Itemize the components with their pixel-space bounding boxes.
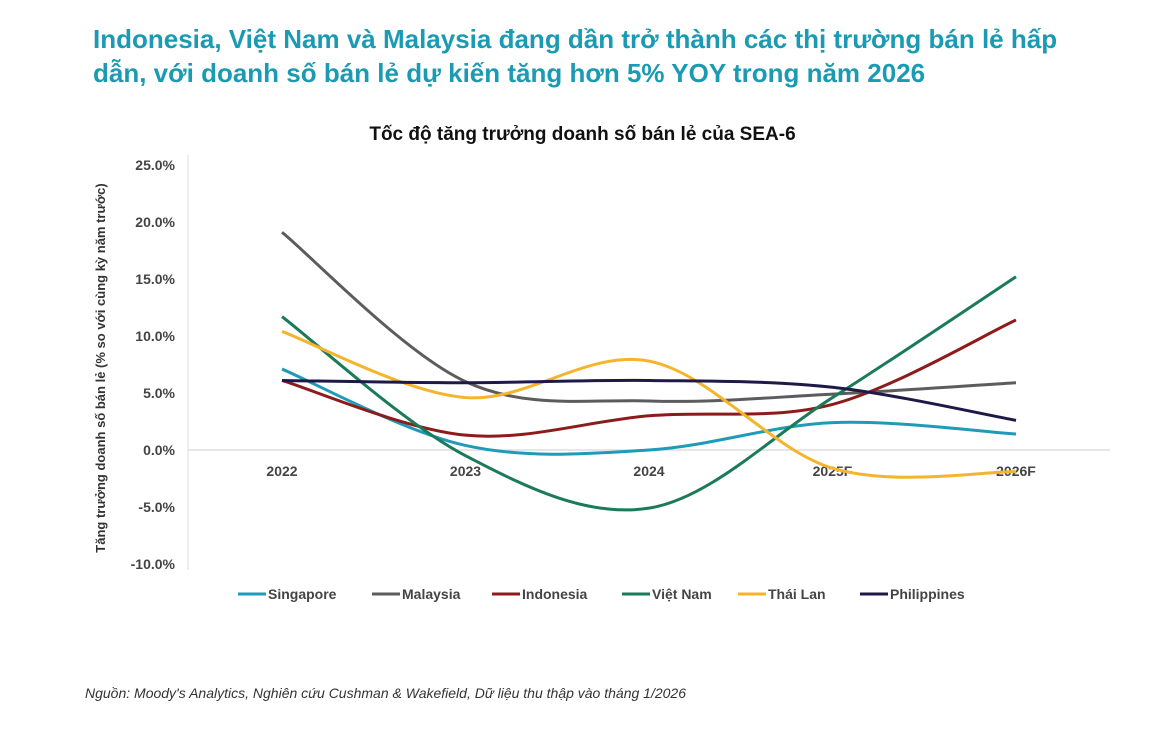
series-line-malaysia <box>281 231 1017 403</box>
line-chart: 25.0% 20.0% 15.0% 10.0% 5.0% 0.0% -5.0% -10.0% 2… <box>93 155 1110 602</box>
x-tick-label: 2026F <box>996 463 1036 479</box>
headline: Indonesia, Việt Nam và Malaysia đang dần… <box>93 24 1058 88</box>
series-line-thái-lan <box>281 330 1017 479</box>
y-axis-label: Tăng trưởng doanh số bán lẻ (% so với cù… <box>93 183 108 552</box>
series-line-indonesia <box>281 318 1017 438</box>
source-note: Nguồn: Moody's Analytics, Nghiên cứu Cus… <box>85 685 686 701</box>
x-tick-label: 2023 <box>450 463 481 479</box>
legend-label: Thái Lan <box>768 586 826 602</box>
y-tick-label: 10.0% <box>135 328 175 344</box>
y-tick-label: -10.0% <box>131 556 176 572</box>
legend-label: Singapore <box>268 586 337 602</box>
series-line-philippines <box>281 378 1017 422</box>
series-line-việt-nam <box>281 275 1017 512</box>
x-tick-label: 2024 <box>633 463 664 479</box>
y-tick-label: 25.0% <box>135 157 175 173</box>
y-tick-label: 15.0% <box>135 271 175 287</box>
y-tick-label: 20.0% <box>135 214 175 230</box>
chart-title: Tốc độ tăng trưởng doanh số bán lẻ của S… <box>369 124 796 145</box>
x-tick-label: 2025F <box>813 463 853 479</box>
y-tick-label: -5.0% <box>138 499 175 515</box>
legend-label: Malaysia <box>402 586 461 602</box>
legend-label: Philippines <box>890 586 965 602</box>
y-tick-label: 5.0% <box>143 385 175 401</box>
legend-label: Việt Nam <box>652 586 712 602</box>
series-line-singapore <box>281 367 1017 456</box>
y-tick-label: 0.0% <box>143 442 175 458</box>
legend-label: Indonesia <box>522 586 588 602</box>
x-tick-label: 2022 <box>266 463 297 479</box>
